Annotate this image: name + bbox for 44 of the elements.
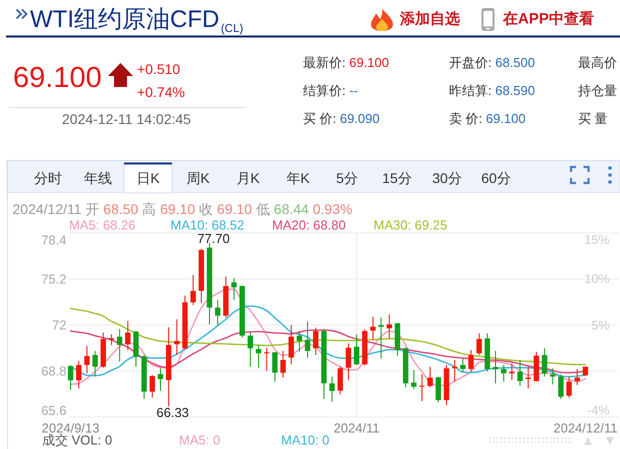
- text: 最高价: [578, 54, 617, 70]
- x-tick-label: 2024/11: [334, 420, 380, 436]
- text: MA20: 68.80: [272, 218, 346, 232]
- text: 60分: [481, 170, 511, 186]
- text: +0.74%: [137, 84, 185, 100]
- text: MA10: 0: [281, 432, 330, 448]
- text: 卖 价:: [449, 110, 482, 126]
- text: 69.100: [482, 110, 526, 126]
- text: 成交 VOL: 0: [42, 432, 112, 448]
- text: 69.100: [13, 62, 102, 94]
- text: MA30: 69.25: [374, 218, 448, 232]
- text: 结算价: --: [303, 82, 358, 98]
- text: MA10: 68.52: [170, 218, 244, 232]
- text: 买 量: [578, 110, 608, 126]
- y-tick-label: 72: [52, 318, 66, 332]
- text: 昨结算: 68.590: [449, 82, 535, 98]
- text: 5分: [336, 170, 358, 186]
- annotation: 77.70: [197, 231, 230, 246]
- y-tick-label: 65.6: [41, 403, 66, 418]
- text: 添加自选: [399, 10, 460, 28]
- text: 分时: [34, 170, 62, 186]
- text: +0.510: [137, 61, 180, 77]
- y-tick-label: 68.8: [41, 364, 66, 378]
- text: MA5: 68.26: [69, 218, 136, 232]
- text: 15分: [382, 170, 412, 186]
- text: 开盘价: 68.500: [449, 54, 535, 70]
- text: 持仓量: [578, 82, 617, 98]
- text: 周K: [186, 170, 210, 186]
- text: 30分: [432, 170, 462, 186]
- text: 2024-12-11 14:02:45: [62, 111, 192, 127]
- text: 买 价: 69.090: [303, 110, 380, 126]
- text: 日K: [136, 170, 160, 186]
- text: 年线: [84, 170, 112, 186]
- text: 最新价: 69.100: [303, 54, 389, 70]
- x-tick-label: 2024/12/11: [553, 420, 618, 436]
- y-tick-label: 75.2: [41, 272, 66, 286]
- text: 月K: [236, 170, 260, 186]
- text: 年K: [286, 170, 310, 186]
- text: 2024/12/11 开 68.50 高 69.10 收 69.10 低 68.44 0.93%: [12, 201, 352, 217]
- chart-title: WTI纽约原油CFD$_{(CL)}$: [30, 6, 244, 36]
- text: 在APP中查看: [502, 10, 594, 28]
- y-tick-label: 78.4: [41, 232, 66, 248]
- text: MA5: 0: [179, 432, 220, 448]
- annotation: 66.33: [156, 405, 189, 420]
